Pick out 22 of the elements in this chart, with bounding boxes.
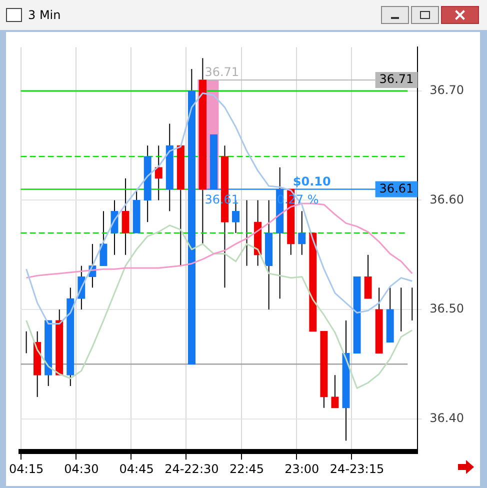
candlestick xyxy=(364,254,372,300)
chart-title: 3 Min xyxy=(28,8,61,22)
y-tick-label: 36.50 xyxy=(430,302,464,316)
annotation: 36.71 xyxy=(204,64,240,79)
y-tick-label: 36.70 xyxy=(430,83,464,98)
x-tick-label: 04:15 xyxy=(9,462,44,476)
x-tick-label: 24-22:30 xyxy=(164,462,219,476)
candlestick xyxy=(331,374,339,408)
ref-line-label: 36.61 xyxy=(379,181,414,196)
x-tick-label: 23:00 xyxy=(284,462,320,476)
x-tick-label: 24-23:15 xyxy=(330,462,384,476)
candlestick xyxy=(100,210,108,266)
candlestick xyxy=(122,178,130,256)
x-tick-label: 22:45 xyxy=(229,462,264,476)
annotation: $0.10 xyxy=(292,174,331,188)
x-tick-label: 04:45 xyxy=(119,462,154,476)
y-tick-label: 36.60 xyxy=(430,192,464,206)
candlestick xyxy=(298,210,306,256)
ref-line-label: 36.71 xyxy=(379,72,414,86)
x-tick-label: 04:30 xyxy=(64,462,99,476)
y-tick-label: 36.40 xyxy=(430,410,464,425)
candlestick xyxy=(154,145,162,201)
